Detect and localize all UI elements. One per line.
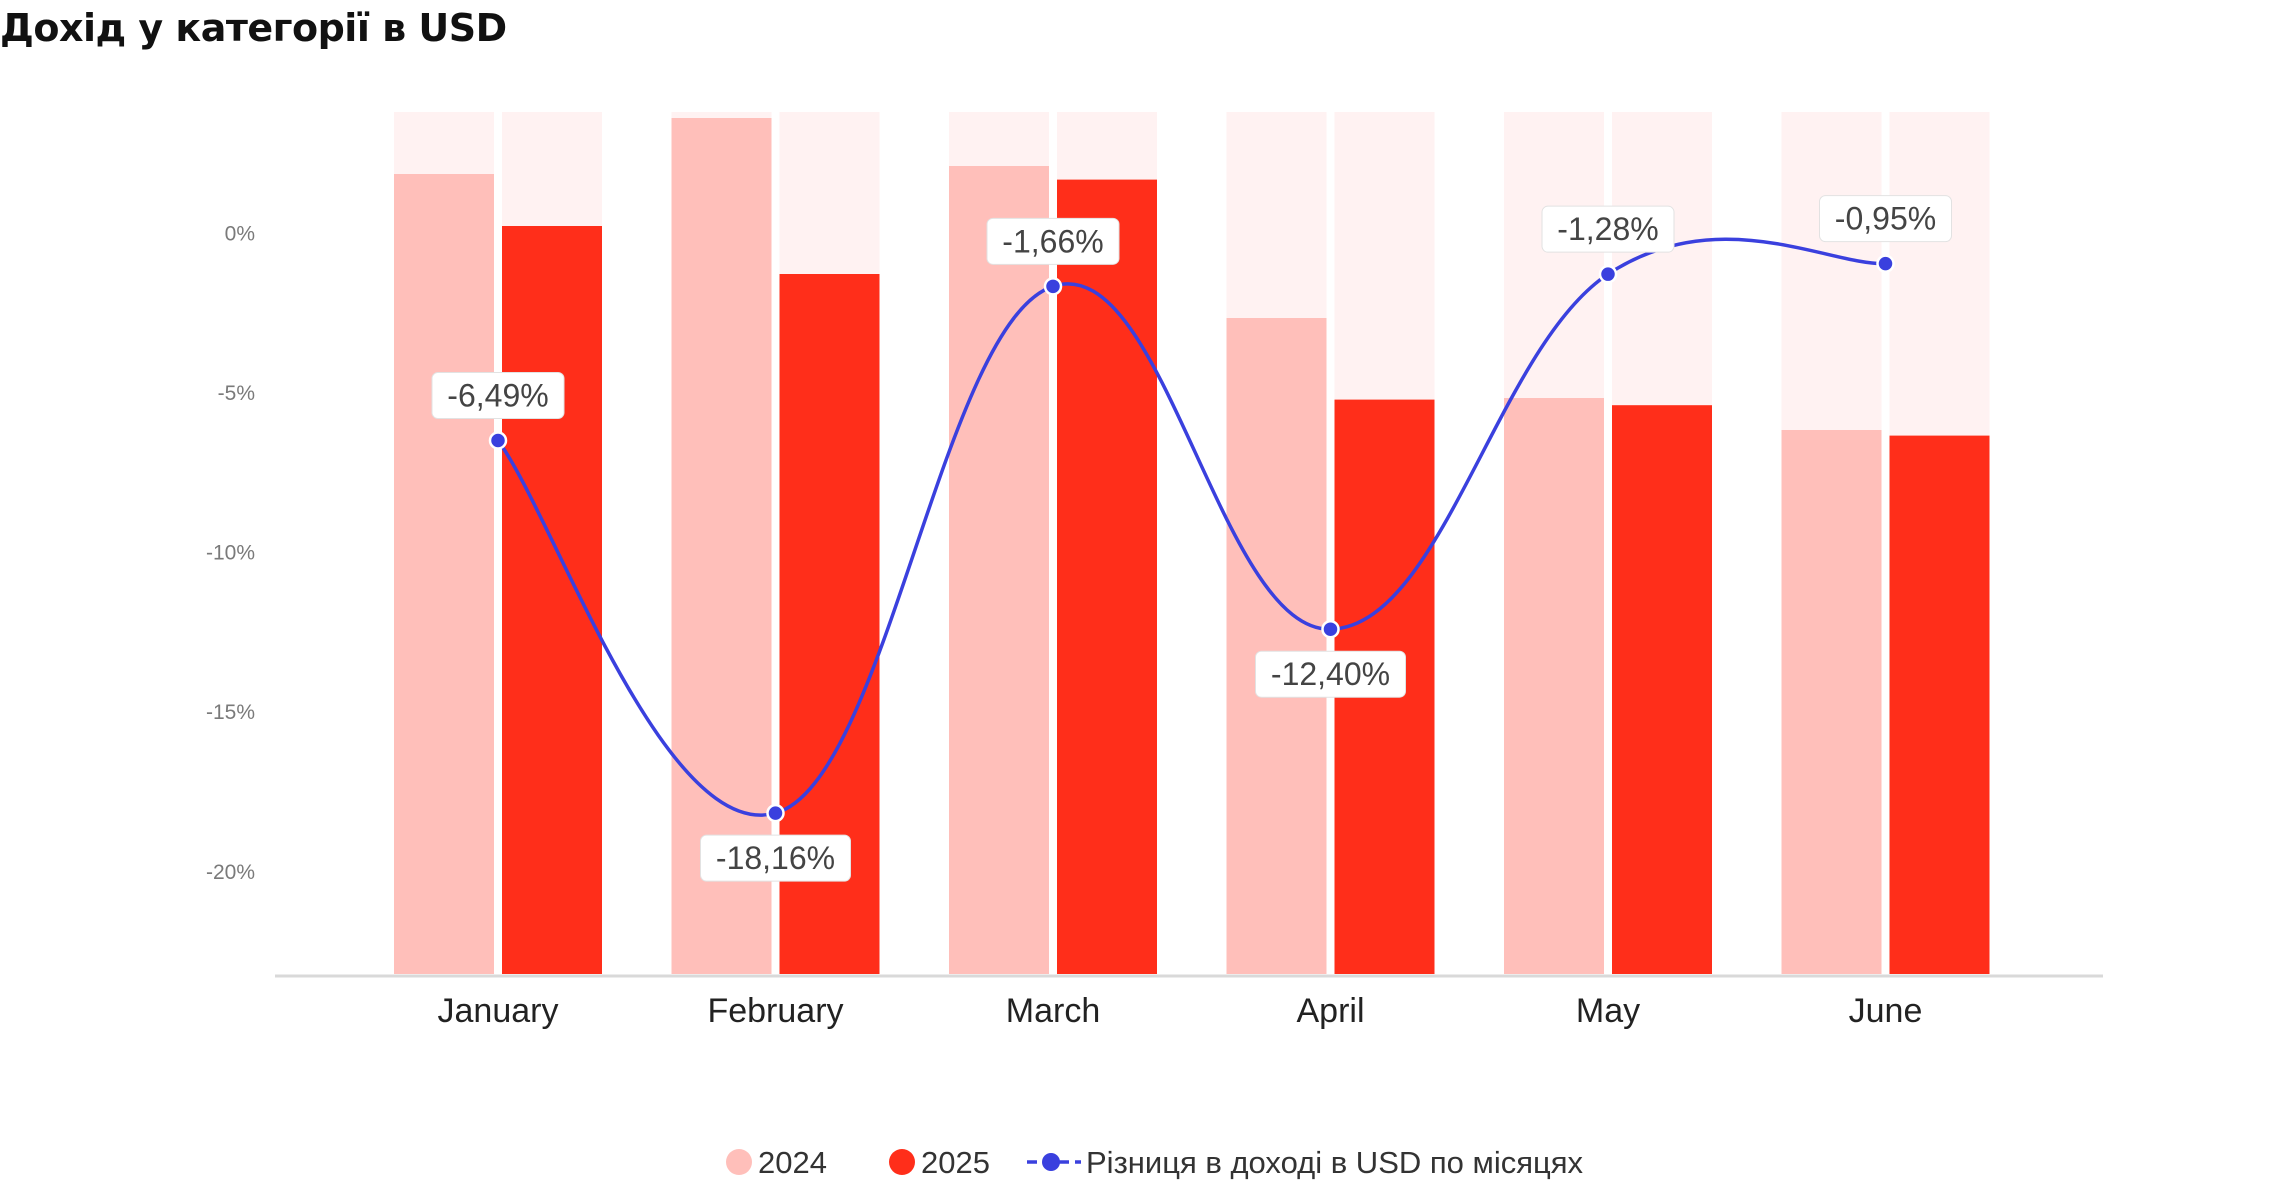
bar-2025-may [1612,405,1712,974]
chart-title: Дохід у категорії в USD [0,6,507,50]
data-label-box [1255,650,1406,698]
data-label-box [986,217,1120,265]
difference-point [1876,254,1895,273]
data-label: -1,66% [1002,223,1103,259]
x-tick-label: February [707,992,843,1030]
bar-2024-march [949,166,1049,974]
bars [394,118,1990,975]
legend-swatch-difference-point [1042,1153,1060,1171]
data-labels: -6,49% -18,16% -1,66% -12,40% -1,28% -0,95% [431,195,1952,882]
y-tick-label: -5% [218,382,255,405]
y-tick-label: -20% [206,861,255,884]
data-label-box [1819,195,1952,243]
x-tick-label: June [1849,992,1923,1030]
x-tick-label: April [1296,992,1364,1030]
data-label-box [1541,205,1675,253]
bar-2024-january [394,174,494,974]
legend-swatch-2025 [889,1149,915,1175]
bar-2024-february [671,118,772,974]
y-tick-label: -10% [206,542,255,565]
bar-2024-may [1504,398,1604,974]
data-label: -12,40% [1271,656,1390,692]
difference-line-layer [488,237,1895,823]
difference-point [766,803,785,823]
difference-point [1598,264,1618,284]
data-label: -0,95% [1835,201,1936,237]
data-label: -6,49% [447,378,548,414]
legend-label-2024: 2024 [758,1145,827,1180]
axes: January February March April May June 0% -5% -10… [206,222,2103,1030]
legend-label-2025: 2025 [921,1145,990,1180]
x-tick-label: May [1576,992,1640,1030]
y-tick-label: -15% [206,701,255,724]
x-tick-label: January [438,992,559,1030]
legend-label-difference: Різниця в доході в USD по місяцях [1086,1145,1584,1180]
legend: 2024 2025 Різниця в доході в USD по місяця… [726,1145,1584,1180]
difference-point [1043,277,1063,296]
bar-2025-june [1889,435,1990,975]
bar-2024-april [1226,318,1327,974]
bar-2025-january [502,226,602,974]
y-tick-label: 0% [225,222,255,245]
data-label-box [700,834,851,882]
data-label: -1,28% [1557,211,1658,247]
bar-2024-june [1781,430,1882,974]
difference-point [488,431,508,450]
x-tick-label: March [1006,992,1100,1030]
data-label-box [431,372,565,420]
data-label: -18,16% [716,840,835,876]
legend-swatch-2024 [726,1149,752,1175]
bar-2025-march [1057,179,1157,975]
difference-point [1321,619,1340,639]
